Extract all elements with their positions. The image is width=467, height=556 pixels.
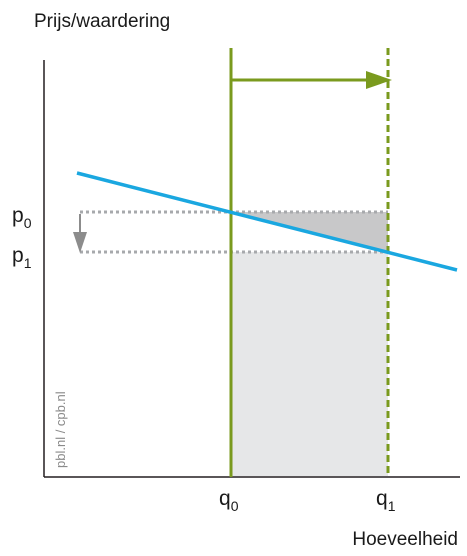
p1-label: p1: [12, 244, 32, 271]
welfare-area-rect: [231, 252, 388, 476]
supply-shift-arrow-head: [366, 71, 392, 89]
source-credit: pbl.nl / cpb.nl: [53, 391, 68, 468]
p0-label: p0: [12, 204, 32, 231]
y-axis-title: Prijs/waardering: [34, 11, 170, 32]
price-change-arrow-head: [73, 232, 87, 253]
demand-line: [76, 171, 458, 272]
q1-label: q1: [376, 487, 396, 514]
x-axis-title: Hoeveelheid: [352, 529, 458, 550]
q0-label: q0: [219, 487, 239, 514]
